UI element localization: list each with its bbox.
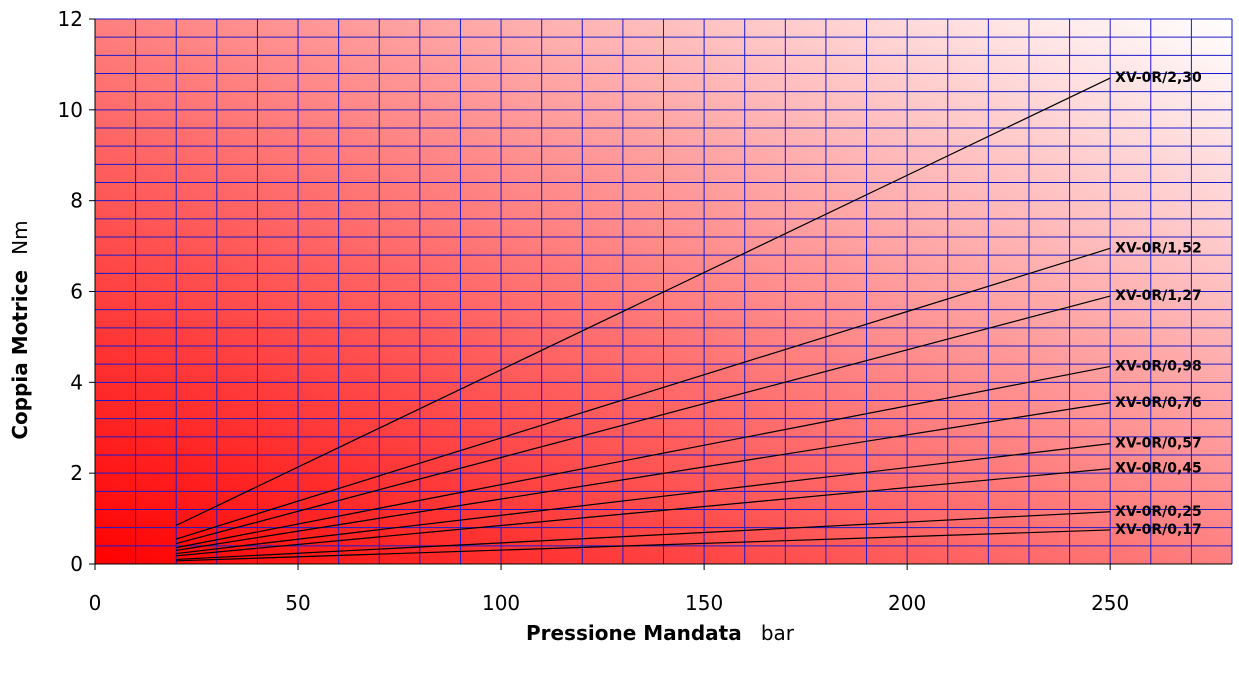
series-line <box>176 443 1111 555</box>
series-line <box>176 247 1111 540</box>
y-axis-label: Coppia Motrice <box>8 270 32 440</box>
series-label: XV-0R/0,98 <box>1115 358 1202 374</box>
series-line <box>176 511 1111 561</box>
x-tick-label: 200 <box>888 591 926 615</box>
x-axis-title: Pressione Mandata bar <box>526 621 795 645</box>
series-line <box>176 529 1111 562</box>
y-tick-label: 4 <box>70 370 83 394</box>
y-tick-labels: 0 2 4 6 8 10 12 <box>58 7 95 576</box>
x-tick-label: 50 <box>285 591 310 615</box>
x-axis-unit: bar <box>761 621 795 645</box>
x-tick-label: 0 <box>89 591 102 615</box>
series-label: XV-0R/2,30 <box>1115 70 1202 86</box>
series-labels: XV-0R/2,30 XV-0R/1,52 XV-0R/1,27 XV-0R/0,98… <box>1115 70 1202 538</box>
y-tick-label: 8 <box>70 189 83 213</box>
series-line <box>176 468 1111 557</box>
y-tick-label: 10 <box>58 98 83 122</box>
series-line <box>175 77 1111 526</box>
y-tick-label: 2 <box>70 461 83 485</box>
x-tick-labels: 0 50 100 150 200 250 <box>89 564 1129 615</box>
y-axis-title: Coppia Motrice Nm <box>8 220 32 439</box>
series-label: XV-0R/1,52 <box>1115 240 1202 256</box>
y-axis-unit: Nm <box>8 220 32 254</box>
series-label: XV-0R/0,57 <box>1115 436 1202 452</box>
x-axis-label: Pressione Mandata <box>526 621 742 645</box>
y-tick-label: 0 <box>70 552 83 576</box>
y-tick-label: 6 <box>70 280 83 304</box>
grid <box>95 18 1233 564</box>
series-label: XV-0R/1,27 <box>1115 288 1202 304</box>
x-tick-label: 150 <box>685 591 723 615</box>
x-tick-label: 250 <box>1091 591 1129 615</box>
series-lines <box>175 77 1111 562</box>
series-label: XV-0R/0,25 <box>1115 504 1202 520</box>
series-label: XV-0R/0,45 <box>1115 461 1202 477</box>
series-label: XV-0R/0,17 <box>1115 522 1202 538</box>
series-line <box>176 295 1111 545</box>
x-tick-label: 100 <box>482 591 520 615</box>
y-tick-label: 12 <box>58 7 83 31</box>
series-line <box>176 402 1111 551</box>
series-label: XV-0R/0,76 <box>1115 395 1202 411</box>
series-line <box>176 365 1111 549</box>
